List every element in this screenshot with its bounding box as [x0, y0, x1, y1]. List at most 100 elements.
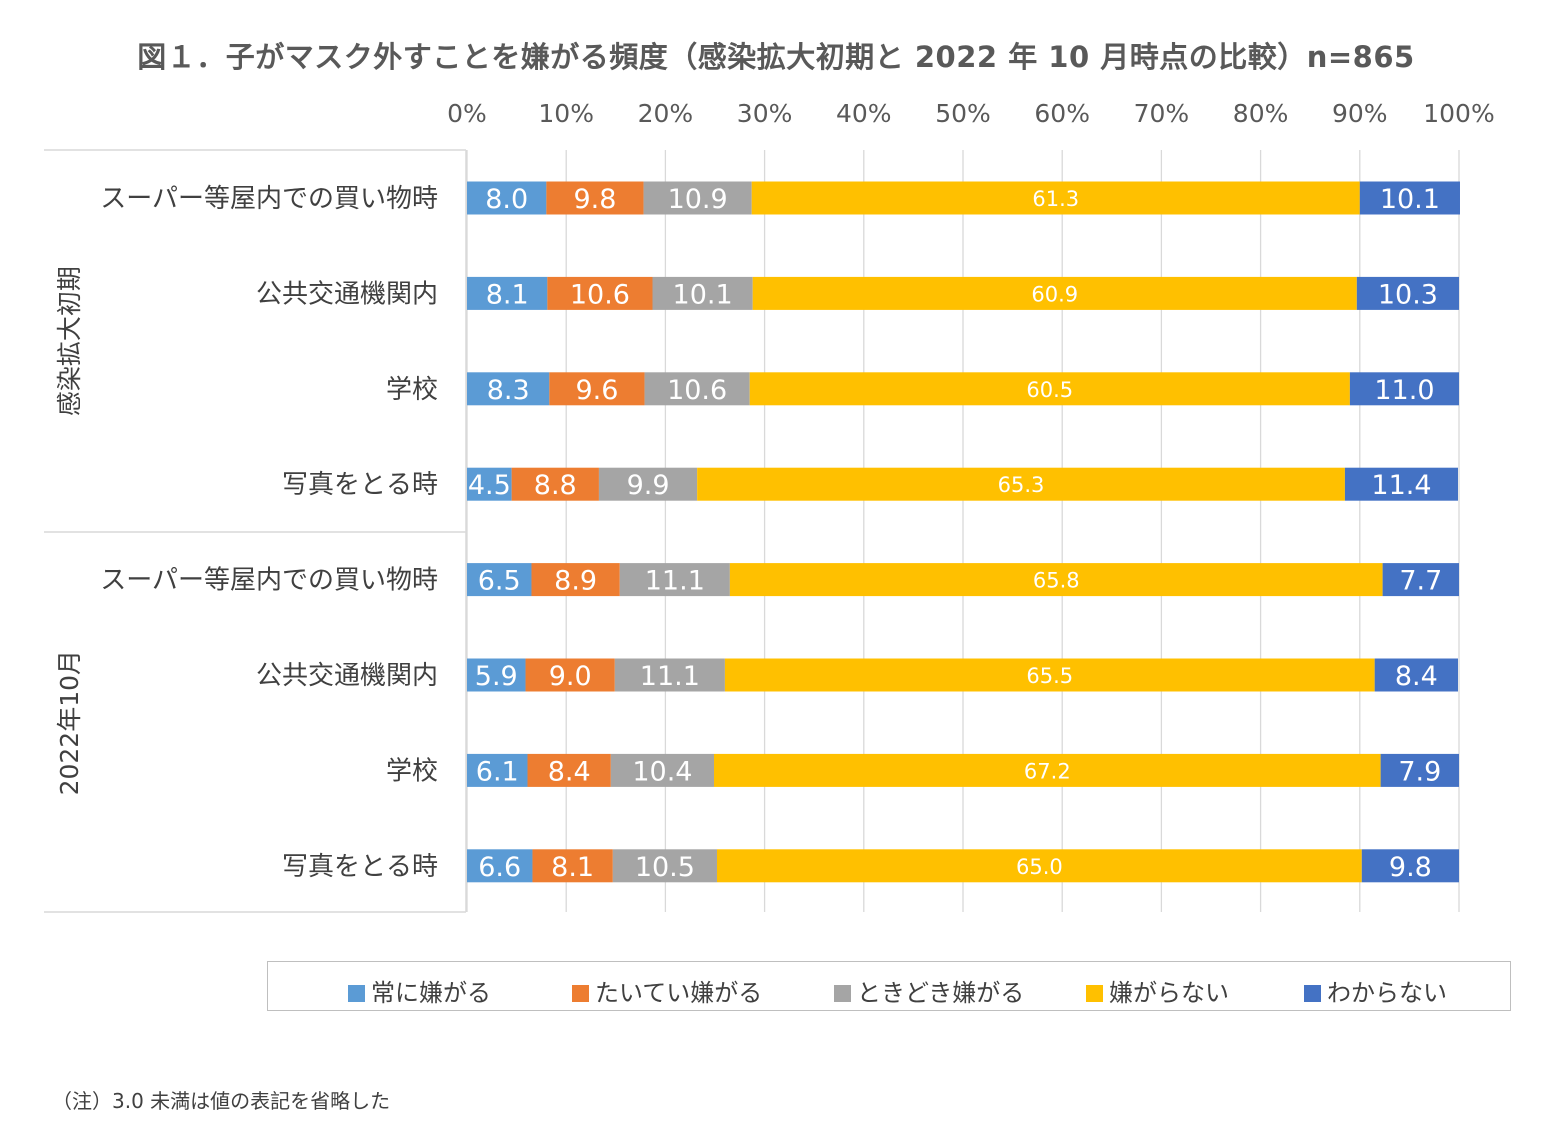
group-label: 感染拡大初期 [55, 266, 84, 416]
bar-segment [531, 563, 620, 597]
data-label: 6.5 [478, 566, 521, 597]
bar-segment [547, 276, 653, 310]
bar-segment [1374, 658, 1459, 692]
chart-plot: 0% 10% 20% 30% 40% 50% 60% 70% 80% 90% 100% スーパー等屋… [44, 99, 1495, 913]
x-tick-label: 40% [836, 99, 892, 128]
bar-segment [612, 849, 717, 883]
bar-segment [549, 372, 645, 406]
legend-label: ときどき嫌がる [857, 979, 1025, 1007]
data-label: 9.6 [575, 375, 618, 406]
x-tick-label: 50% [935, 99, 991, 128]
legend-item: わからない [1304, 973, 1447, 1008]
bar-segment [1382, 563, 1459, 597]
legend-item: 常に嫌がる [348, 973, 491, 1008]
bar-segment [525, 658, 615, 692]
bar-segment [467, 181, 547, 215]
data-label: 9.8 [1389, 852, 1432, 883]
footnote: （注）3.0 未満は値の表記を省略した [52, 1089, 391, 1113]
legend-swatch [1304, 985, 1321, 1002]
bar-segment [467, 372, 550, 406]
bar-segment [598, 467, 698, 501]
bar-segment [467, 849, 533, 883]
bar-segment [1359, 181, 1460, 215]
data-label: 7.9 [1398, 756, 1441, 787]
data-label: 9.0 [549, 661, 592, 692]
bar-segment [697, 467, 1345, 501]
bar-segment [752, 276, 1357, 310]
legend: 常に嫌がる たいてい嫌がる ときどき嫌がる 嫌がらない わからない [267, 961, 1511, 1011]
data-label: 11.0 [1374, 375, 1434, 406]
category-label: 写真をとる時 [282, 852, 438, 882]
legend-swatch [572, 985, 589, 1002]
category-label: 写真をとる時 [282, 470, 438, 500]
legend-item: ときどき嫌がる [834, 973, 1024, 1008]
data-label: 10.5 [635, 852, 695, 883]
data-label: 4.5 [468, 470, 511, 501]
category-label: 公共交通機関内 [256, 661, 438, 691]
bar-segment [619, 563, 730, 597]
gridlines [466, 150, 1460, 912]
x-tick-label: 90% [1332, 99, 1388, 128]
legend-swatch [834, 985, 851, 1002]
bar-segment [610, 753, 715, 787]
data-label: 65.5 [1026, 664, 1073, 688]
data-label: 10.3 [1378, 279, 1438, 310]
data-label: 8.1 [551, 852, 594, 883]
bar-segment [467, 753, 528, 787]
legend-label: わからない [1327, 979, 1447, 1007]
x-axis-ticks: 0% 10% 20% 30% 40% 50% 60% 70% 80% 90% 100% [447, 99, 1495, 128]
legend-item: たいてい嫌がる [572, 973, 762, 1008]
category-label: 学校 [386, 756, 438, 786]
bar-segment [1344, 467, 1459, 501]
data-label: 10.6 [667, 375, 727, 406]
legend-label: 常に嫌がる [371, 979, 491, 1007]
data-label: 8.1 [486, 279, 529, 310]
bar-segment [511, 467, 599, 501]
category-label: 学校 [386, 375, 438, 405]
data-label: 8.3 [487, 375, 530, 406]
category-frame [44, 149, 467, 913]
bar-segment [1380, 753, 1459, 787]
data-label: 10.1 [1380, 184, 1440, 215]
data-label: 60.9 [1031, 282, 1078, 306]
bar-segment [532, 849, 613, 883]
bars: 8.0 9.8 10.9 61.3 10.1 8.1 10.6 10.1 60.9 10.3 8.3… [467, 181, 1460, 883]
data-label: 9.8 [573, 184, 616, 215]
legend-label: 嫌がらない [1109, 979, 1229, 1007]
data-label: 65.0 [1016, 855, 1063, 879]
bar-segment [614, 658, 725, 692]
category-label: スーパー等屋内での買い物時 [100, 184, 438, 214]
data-label: 5.9 [475, 661, 518, 692]
bar-segment [724, 658, 1375, 692]
data-label: 65.8 [1033, 569, 1080, 593]
data-label: 8.8 [534, 470, 577, 501]
data-label: 10.6 [570, 279, 630, 310]
bar-segment [467, 276, 548, 310]
bar-segment [749, 372, 1350, 406]
bar-segment [714, 753, 1381, 787]
data-label: 67.2 [1024, 759, 1071, 783]
data-label: 11.1 [640, 661, 700, 692]
bar-segment [729, 563, 1383, 597]
data-label: 7.7 [1399, 566, 1442, 597]
data-label: 11.1 [645, 566, 705, 597]
bar-segment [1361, 849, 1459, 883]
legend-label: たいてい嫌がる [595, 979, 763, 1007]
data-label: 10.1 [673, 279, 733, 310]
bar-segment [1349, 372, 1459, 406]
data-label: 6.1 [476, 756, 519, 787]
data-label: 9.9 [627, 470, 670, 501]
data-label: 65.3 [998, 473, 1045, 497]
bar-segment [467, 563, 532, 597]
x-tick-label: 10% [538, 99, 594, 128]
bar-segment [467, 467, 512, 501]
legend-swatch [348, 985, 365, 1002]
data-label: 6.6 [478, 852, 521, 883]
bar-segment [716, 849, 1362, 883]
data-label: 11.4 [1371, 470, 1431, 501]
data-label: 8.9 [554, 566, 597, 597]
data-label: 8.4 [1395, 661, 1438, 692]
bar-segment [467, 658, 526, 692]
x-tick-label: 70% [1134, 99, 1190, 128]
chart-title: 図１．子がマスク外すことを嫌がる頻度（感染拡大初期と 2022 年 10 月時点… [137, 40, 1415, 74]
